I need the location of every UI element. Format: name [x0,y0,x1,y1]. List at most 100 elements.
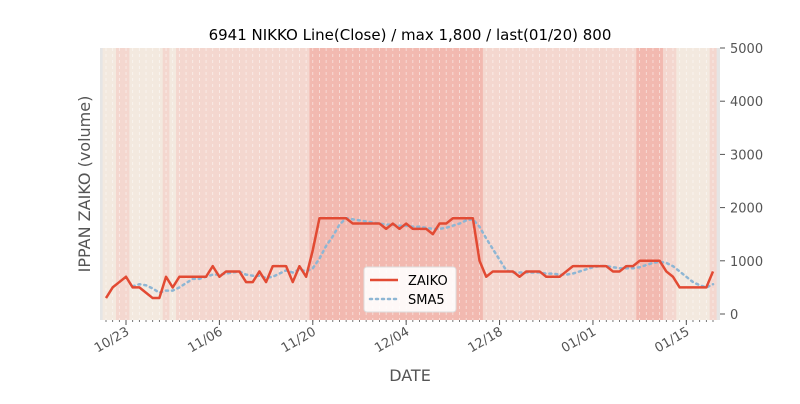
day-band [609,48,617,320]
day-band [122,48,130,320]
day-band [169,48,177,320]
day-band [409,48,417,320]
day-band [396,48,404,320]
day-band [696,48,704,320]
x-tick-label: 12/18 [466,324,506,356]
day-band [149,48,157,320]
day-band [569,48,577,320]
day-band [516,48,524,320]
day-band [469,48,477,320]
day-band [582,48,590,320]
day-band [362,48,370,320]
day-band [636,48,644,320]
day-band [456,48,464,320]
day-band [229,48,237,320]
day-band [616,48,624,320]
day-band [216,48,224,320]
y-tick-label: 1000 [730,255,763,270]
day-band [662,48,670,320]
day-band [429,48,437,320]
day-band [482,48,490,320]
day-band [549,48,557,320]
day-band [656,48,664,320]
day-band [309,48,317,320]
x-tick-label: 11/06 [185,324,225,356]
day-band [249,48,257,320]
zaiko-line [104,216,715,300]
day-band [682,48,690,320]
x-tick-label: 10/23 [92,324,132,356]
day-band [142,48,150,320]
day-band [596,48,604,320]
y-tick-label: 3000 [730,148,763,163]
day-band [649,48,657,320]
day-band [709,48,717,320]
day-band [536,48,544,320]
day-band [476,48,484,320]
day-band [449,48,457,320]
day-band [356,48,364,320]
day-band [522,48,530,320]
day-band [116,48,123,320]
day-band [349,48,357,320]
day-band [102,48,110,320]
day-band [556,48,564,320]
legend: ZAIKO SMA5 [363,266,457,313]
day-band [156,48,163,320]
day-band [289,48,297,320]
day-band [489,48,497,320]
day-band [629,48,637,320]
day-band [202,48,210,320]
day-band [329,48,337,320]
day-band [642,48,650,320]
day-band [416,48,424,320]
legend-sma5-label: SMA5 [408,293,445,308]
day-band [256,48,264,320]
day-band [109,48,117,320]
x-tick-label: 11/20 [279,324,319,356]
day-band [676,48,684,320]
day-band [369,48,377,320]
day-band [269,48,277,320]
day-band [702,48,710,320]
day-band [542,48,550,320]
x-tick-label: 01/01 [559,324,599,356]
chart-title: 6941 NIKKO Line(Close) / max 1,800 / las… [209,26,612,44]
day-band [389,48,397,320]
day-band [182,48,190,320]
y-tick-label: 5000 [730,42,763,57]
day-band [176,48,184,320]
series-lines [104,216,715,300]
day-band [529,48,537,320]
day-band [162,48,170,320]
day-band [562,48,570,320]
day-band [336,48,344,320]
day-band [296,48,304,320]
day-band [502,48,510,320]
day-band [196,48,204,320]
day-band [129,48,137,320]
day-band [689,48,697,320]
day-band [189,48,197,320]
day-band [422,48,430,320]
day-band [462,48,470,320]
day-band [436,48,444,320]
y-axis: 0 1000 2000 3000 4000 5000 [720,42,763,323]
x-axis: 10/23 11/06 11/20 12/04 12/18 01/01 01/15 [92,320,714,356]
day-band [669,48,677,320]
x-axis-label: DATE [389,366,431,385]
day-band [496,48,504,320]
day-band [322,48,330,320]
day-band [602,48,610,320]
sma5-line [131,216,715,295]
day-band [276,48,284,320]
day-band [209,48,217,320]
day-band [236,48,244,320]
day-band [442,48,450,320]
day-band [402,48,410,320]
day-band [222,48,230,320]
x-tick-label: 01/15 [652,324,692,356]
day-band [589,48,597,320]
day-band [302,48,310,320]
